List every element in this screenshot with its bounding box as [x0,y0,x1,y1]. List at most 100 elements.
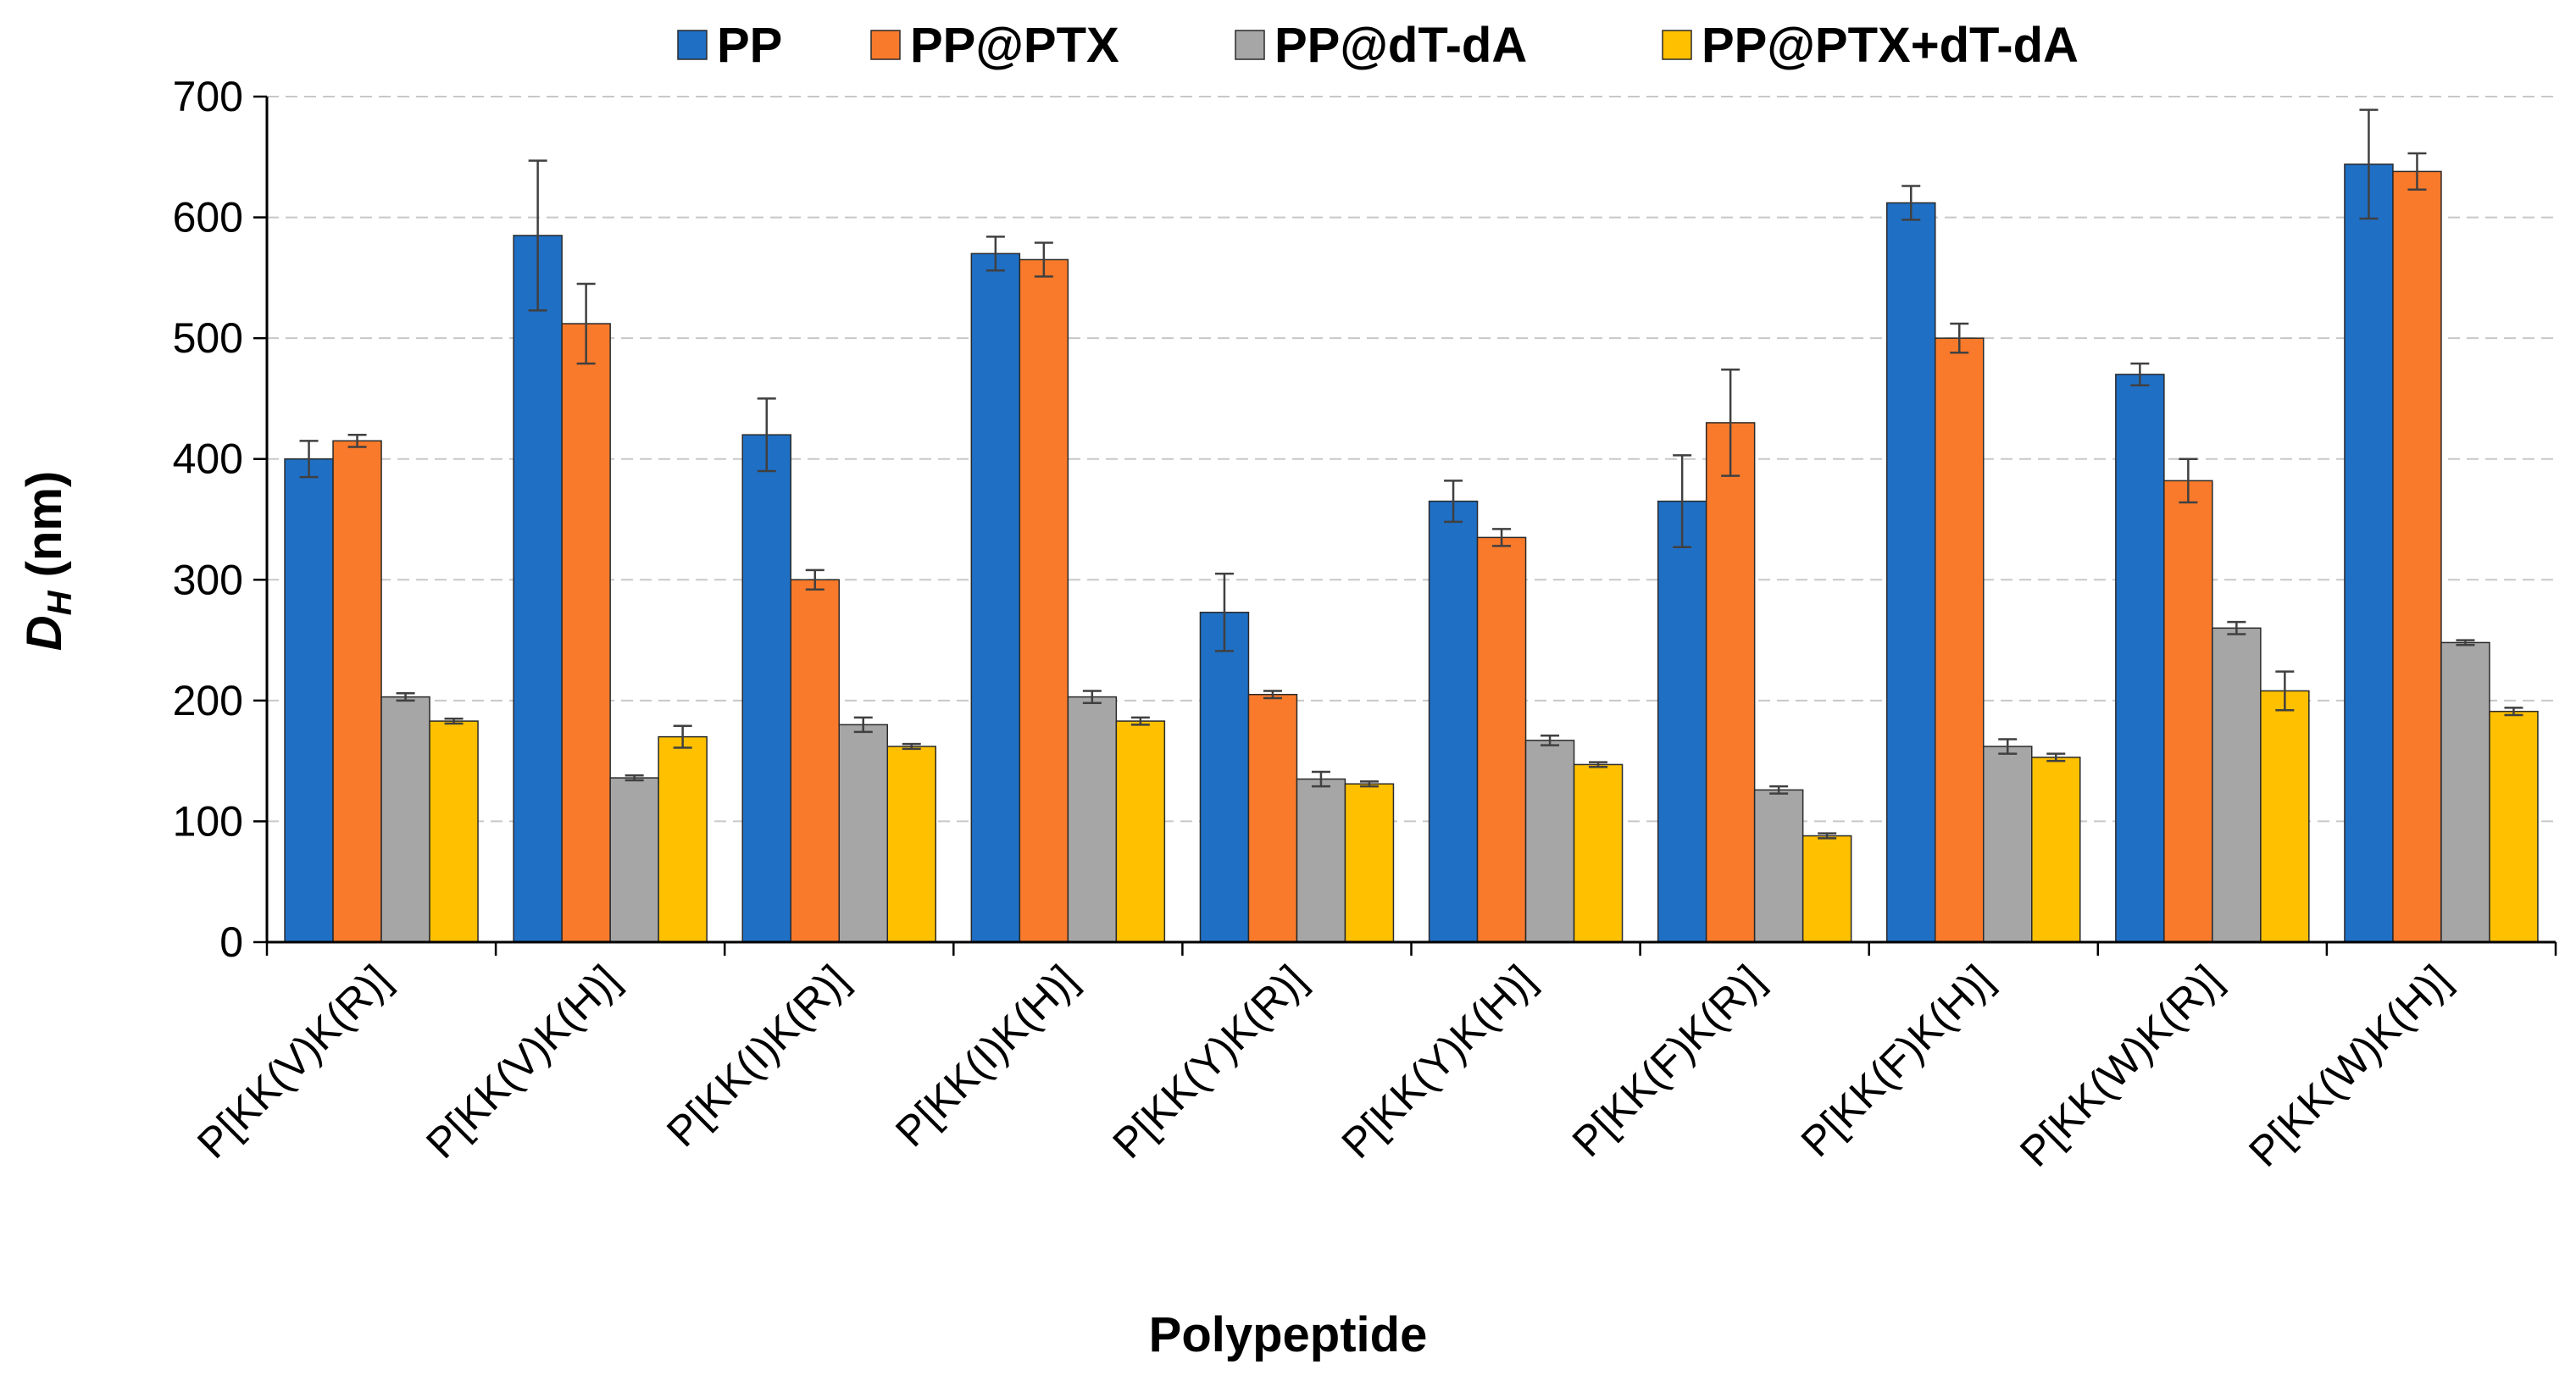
error-bar [2407,152,2427,191]
legend-label: PP@PTX+dT-dA [1702,18,2079,73]
bar-pp-dt-da-8 [1983,746,2033,943]
bar-pp-ptx-dt-da-1 [429,720,479,943]
bar-pp-8 [1886,202,1936,943]
bar-pp-3 [741,434,791,943]
bar-pp-5 [1199,612,1250,943]
y-tick-label: 300 [173,556,243,603]
legend-item-pp-ptx-dt-da: PP@PTX+dT-dA [1662,18,2079,73]
x-tick-label: P[KK(V)K(R)] [188,956,400,1167]
legend-label: PP@dT-dA [1274,18,1527,73]
bar-pp-ptx-dt-da-7 [1802,835,1852,943]
bar-pp-ptx-dt-da-3 [886,746,936,943]
error-bar [2179,458,2198,504]
x-tick-label: P[KK(W)K(R)] [2011,956,2231,1176]
error-bar [1359,780,1379,788]
x-tick-label: P[KK(V)K(H)] [417,956,629,1167]
bar-pp-2 [513,235,563,943]
y-tick-labels: 0 100 200 300 400 500 600 700 [173,73,243,966]
bar-pp-ptx-2 [561,323,611,943]
error-bar [2359,108,2379,220]
y-tick-label: 0 [219,918,243,966]
bar-pp-ptx-1 [332,440,382,943]
bar-pp-7 [1657,500,1707,943]
bar-pp-ptx-dt-da-5 [1344,783,1395,943]
bar-pp-ptx-dt-da-4 [1115,720,1166,943]
bar-pp-ptx-7 [1705,422,1756,943]
bar-pp-9 [2115,374,2165,943]
error-bars [299,108,2523,840]
y-tick-label: 200 [173,677,243,724]
bar-pp-dt-da-2 [609,777,659,943]
y-axis-title: DH (nm) [17,471,79,652]
error-bar [1901,185,1921,221]
bar-pp-ptx-6 [1476,536,1527,943]
bar-pp-dt-da-7 [1753,789,1804,943]
x-axis-title: Polypeptide [1149,1307,1428,1362]
error-bar [985,236,1005,272]
y-tick-label: 500 [173,314,243,362]
bar-pp-ptx-dt-da-8 [2031,757,2081,943]
error-bar [853,716,873,734]
error-bar [299,440,319,479]
bar-pp-ptx-dt-da-10 [2489,710,2539,943]
bar-pp-dt-da-9 [2212,627,2262,943]
error-bar [2130,362,2150,386]
gridlines [267,96,2556,823]
x-tick-label: P[KK(I)K(R)] [658,956,858,1156]
y-tick-label: 700 [173,73,243,120]
error-bar [1214,572,1234,652]
legend-label: PP@PTX [910,18,1119,73]
error-bar [1263,690,1282,700]
error-bar [576,282,596,365]
error-bar [2046,752,2066,763]
error-bar [444,717,464,725]
legend-swatch [677,30,708,60]
legend-swatch [1235,30,1265,60]
error-bar [1998,738,2018,755]
error-bar [805,568,824,591]
bar-pp-ptx-4 [1019,258,1069,943]
error-bar [1311,770,1330,788]
error-bar [1444,480,1463,524]
error-bar [347,433,367,448]
bar-pp-ptx-8 [1935,337,1985,943]
bar-pp-dt-da-6 [1524,740,1575,943]
bar-pp-ptx-3 [790,579,840,943]
bar-pp-ptx-9 [2163,480,2213,943]
legend-swatch [1662,30,1692,60]
legend: PP PP@PTX PP@dT-dA PP@PTX+dT-dA [677,18,2079,73]
bar-pp-dt-da-5 [1296,778,1346,943]
error-bar [902,742,921,751]
error-bar [1950,322,1969,354]
error-bar [1721,368,1740,477]
bar-pp-ptx-10 [2392,170,2442,943]
bar-pp-6 [1428,500,1479,943]
x-tick-label: P[KK(W)K(H)] [2240,956,2460,1176]
error-bar [673,724,692,749]
error-bar [1130,716,1150,726]
error-bar [1769,785,1789,795]
error-bar [1673,454,1692,549]
x-tick-label: P[KK(I)K(H)] [886,956,1086,1156]
legend-label: PP [717,18,782,73]
legend-item-pp-dt-da: PP@dT-dA [1235,18,1527,73]
x-tick-label: P[KK(Y)K(R)] [1103,956,1315,1167]
x-tick-labels: P[KK(V)K(R)] P[KK(V)K(H)] P[KK(I)K(R)] P[KK… [188,956,2460,1176]
bar-pp-1 [284,458,334,943]
error-bar [2227,620,2246,635]
bar-pp-dt-da-10 [2440,641,2490,943]
y-tick-label: 100 [173,797,243,845]
x-tick-label: P[KK(Y)K(H)] [1333,956,1545,1167]
axes [253,95,2557,956]
error-bar [528,159,547,312]
error-bar [396,692,415,702]
error-bar [1492,528,1512,547]
error-bar [1541,734,1560,746]
error-bar [1034,241,1053,278]
bar-pp-dt-da-3 [838,724,888,943]
error-bar [1589,761,1608,768]
bar-pp-10 [2344,164,2394,943]
bars [284,164,2539,943]
legend-item-pp: PP [677,18,782,73]
